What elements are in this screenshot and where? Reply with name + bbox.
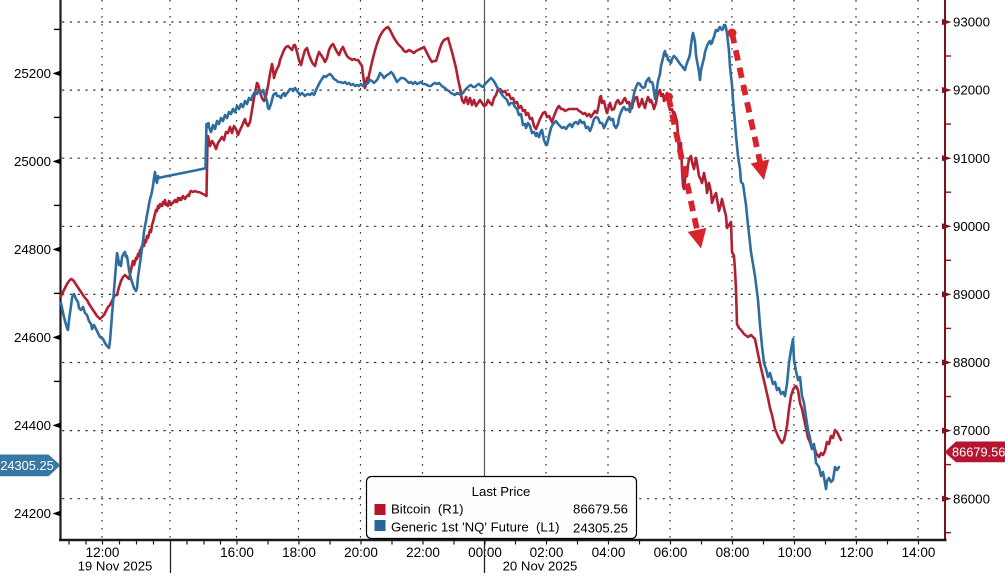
svg-text:00:00: 00:00	[468, 545, 502, 560]
svg-text:25200: 25200	[14, 66, 51, 81]
svg-text:10:00: 10:00	[778, 545, 812, 560]
svg-text:92000: 92000	[953, 83, 990, 98]
svg-text:24400: 24400	[14, 418, 51, 433]
svg-text:86679.56: 86679.56	[573, 502, 628, 517]
svg-text:04:00: 04:00	[592, 545, 626, 560]
svg-text:06:00: 06:00	[654, 545, 688, 560]
svg-text:87000: 87000	[953, 423, 990, 438]
svg-text:89000: 89000	[953, 287, 990, 302]
svg-text:Generic 1st 'NQ' Future (L1): Generic 1st 'NQ' Future (L1)	[391, 520, 559, 535]
svg-text:86679.56: 86679.56	[952, 445, 1005, 460]
svg-text:08:00: 08:00	[716, 545, 750, 560]
svg-text:19 Nov 2025: 19 Nov 2025	[78, 559, 153, 574]
svg-text:24305.25: 24305.25	[0, 458, 53, 473]
svg-text:20:00: 20:00	[344, 545, 378, 560]
svg-text:16:00: 16:00	[220, 545, 254, 560]
svg-text:Last Price: Last Price	[472, 484, 531, 499]
svg-text:90000: 90000	[953, 219, 990, 234]
svg-text:88000: 88000	[953, 355, 990, 370]
svg-text:24800: 24800	[14, 242, 51, 257]
svg-text:91000: 91000	[953, 151, 990, 166]
svg-text:12:00: 12:00	[840, 545, 874, 560]
svg-text:24600: 24600	[14, 330, 51, 345]
svg-text:25000: 25000	[14, 154, 51, 169]
svg-text:86000: 86000	[953, 491, 990, 506]
svg-text:14:00: 14:00	[902, 545, 936, 560]
svg-text:24200: 24200	[14, 506, 51, 521]
svg-text:12:00: 12:00	[86, 545, 120, 560]
svg-text:24305.25: 24305.25	[573, 521, 628, 536]
svg-text:18:00: 18:00	[282, 545, 316, 560]
svg-text:Bitcoin (R1): Bitcoin (R1)	[391, 502, 464, 517]
svg-text:93000: 93000	[953, 15, 990, 30]
svg-text:20 Nov 2025: 20 Nov 2025	[503, 559, 578, 574]
svg-text:22:00: 22:00	[406, 545, 440, 560]
svg-text:02:00: 02:00	[530, 545, 564, 560]
